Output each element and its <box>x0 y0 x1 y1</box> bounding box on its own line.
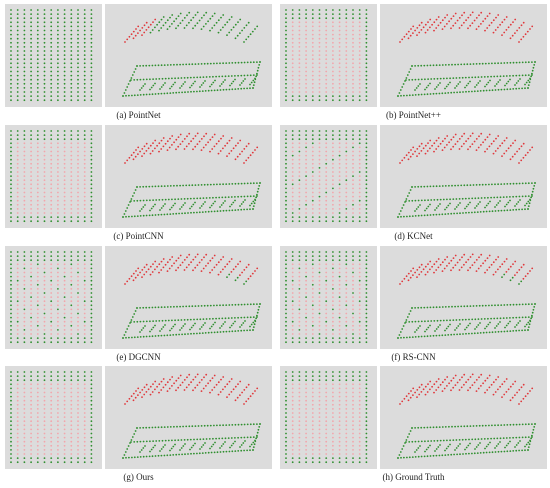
point-cloud <box>10 251 261 344</box>
panel-b-caption: (b) PointNet++ <box>386 110 441 120</box>
panel-c: (c) PointCNN <box>5 125 272 241</box>
panel-f: (f) RS-CNN <box>280 246 547 362</box>
panel-a: (a) PointNet <box>5 4 272 120</box>
panel-c-image <box>5 125 272 228</box>
panel-a-caption: (a) PointNet <box>116 110 161 120</box>
point-cloud <box>285 9 536 102</box>
panel-f-image <box>280 246 547 349</box>
panel-g-caption: (g) Ours <box>123 472 154 482</box>
panel-e-image <box>5 246 272 349</box>
panel-d: (d) KCNet <box>280 125 547 241</box>
panel-g-image <box>5 366 272 469</box>
panel-a-image <box>5 4 272 107</box>
panel-h: (h) Ground Truth <box>280 366 547 482</box>
point-cloud <box>285 251 536 344</box>
panel-e: (e) DGCNN <box>5 246 272 362</box>
point-cloud <box>285 371 536 464</box>
panel-c-caption: (c) PointCNN <box>113 231 164 241</box>
panel-h-image <box>280 366 547 469</box>
panel-h-caption: (h) Ground Truth <box>382 472 445 482</box>
panel-f-caption: (f) RS-CNN <box>391 352 436 362</box>
panel-d-image <box>280 125 547 228</box>
panel-d-caption: (d) KCNet <box>394 231 433 241</box>
panel-b-image <box>280 4 547 107</box>
point-cloud <box>285 130 536 223</box>
panel-e-caption: (e) DGCNN <box>116 352 161 362</box>
point-cloud <box>10 130 261 223</box>
point-cloud <box>10 9 261 102</box>
panel-g: (g) Ours <box>5 366 272 482</box>
point-cloud <box>10 371 261 464</box>
panel-b: (b) PointNet++ <box>280 4 547 120</box>
